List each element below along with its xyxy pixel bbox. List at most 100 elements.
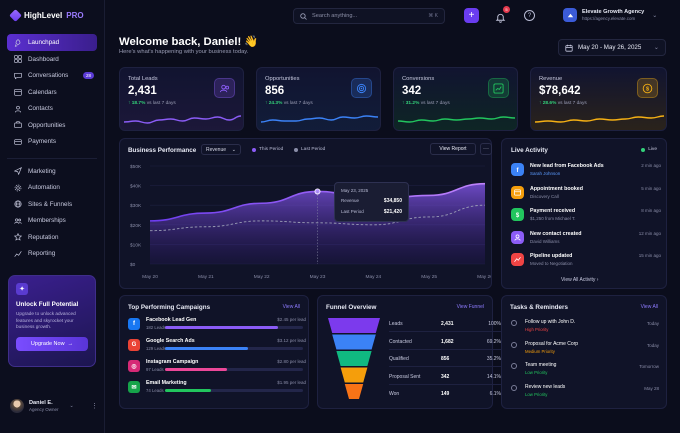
- chevron-down-icon[interactable]: ⌄: [69, 403, 74, 409]
- campaign-row[interactable]: ◎ Instagram Campaign 97 Leads $2.80 per lea…: [128, 357, 306, 375]
- task-due-date: May 28: [644, 385, 659, 391]
- sidebar-item-marketing[interactable]: Marketing: [7, 163, 97, 180]
- more-vertical-icon[interactable]: ⋮: [91, 403, 98, 410]
- brand-tag: PRO: [66, 11, 84, 20]
- sidebar-item-launchpad[interactable]: Launchpad: [7, 34, 97, 51]
- funnel-row: Contacted 1,682 69.2%: [389, 336, 505, 350]
- y-tick-label: $30K: [130, 203, 142, 209]
- campaign-row[interactable]: ✉ Email Marketing 74 Leads $1.95 per lead: [128, 378, 306, 396]
- section-title: Business Performance: [128, 147, 197, 154]
- stat-card-total-leads[interactable]: Total Leads 2,431 ↑ 18.7% vs last 7 days: [119, 67, 244, 131]
- legend-this-period: This Period: [252, 147, 283, 152]
- notifications-button[interactable]: 5: [495, 6, 510, 23]
- sidebar-item-memberships[interactable]: Memberships: [7, 213, 97, 230]
- sidebar-item-automation[interactable]: Automation: [7, 180, 97, 197]
- brand-logo[interactable]: HighLevel PRO: [9, 9, 84, 22]
- sidebar-item-reporting[interactable]: Reporting: [7, 246, 97, 263]
- campaign-name: Instagram Campaign: [146, 359, 199, 365]
- logo-mark-icon: [9, 9, 22, 22]
- task-title: Proposal for Acme Corp: [525, 340, 579, 347]
- star-icon: [14, 233, 22, 241]
- task-checkbox[interactable]: [511, 320, 517, 326]
- view-all-tasks-link[interactable]: View All: [640, 304, 658, 310]
- sidebar-item-contacts[interactable]: Contacts: [7, 101, 97, 118]
- sidebar-item-label: Memberships: [28, 217, 66, 225]
- campaign-cost: $2.80 per lead: [277, 359, 306, 364]
- automation-icon: [14, 184, 22, 192]
- stat-change-percent: ↑ 18.7%: [128, 101, 146, 106]
- view-funnel-link[interactable]: View Funnel: [456, 304, 484, 310]
- help-icon[interactable]: ?: [524, 10, 535, 21]
- task-checkbox[interactable]: [511, 341, 517, 348]
- view-all-activity-link[interactable]: View All Activity ›: [561, 277, 598, 283]
- task-checkbox[interactable]: [511, 363, 517, 369]
- chevron-down-icon: ⌄: [652, 12, 658, 19]
- more-horizontal-icon[interactable]: ···: [480, 143, 492, 155]
- funnel-stage[interactable]: [340, 367, 368, 383]
- stat-card-opportunities[interactable]: Opportunities 856 ↑ 24.3% vs last 7 days: [256, 67, 381, 131]
- sidebar-item-opportunities[interactable]: Opportunities: [7, 117, 97, 134]
- task-item[interactable]: Follow up with John D. High Priority Today: [511, 318, 659, 338]
- sidebar-item-conversations[interactable]: Conversations 28: [7, 68, 97, 85]
- stat-card-revenue[interactable]: Revenue $78,642 ↑ 28.6% vs last 7 days $: [530, 67, 667, 131]
- agency-switcher[interactable]: Elevate Growth Agency https://agency.ele…: [563, 8, 657, 22]
- stat-card-conversions[interactable]: Conversions 342 ↑ 31.2% vs last 7 days: [393, 67, 518, 131]
- upgrade-button[interactable]: Upgrade Now →: [16, 336, 88, 351]
- task-item[interactable]: Review new leads Low Priority May 28: [511, 383, 659, 403]
- funnel-chart: [328, 318, 380, 399]
- pipeline-icon: [511, 253, 524, 266]
- legend-last-period: Last Period: [294, 147, 325, 152]
- activity-item[interactable]: $ Payment received $1,250 from Michael T. 8…: [511, 208, 661, 221]
- task-item[interactable]: Proposal for Acme Corp Medium Priority Tod…: [511, 340, 659, 360]
- add-button[interactable]: +: [464, 8, 479, 23]
- chevron-down-icon: ⌄: [231, 146, 236, 153]
- view-all-label: View All Activity: [561, 277, 596, 283]
- campaign-name: Google Search Ads: [146, 338, 195, 344]
- stat-change: ↑ 24.3% vs last 7 days: [265, 101, 313, 106]
- sidebar-item-calendars[interactable]: Calendars: [7, 84, 97, 101]
- funnel-stage[interactable]: [328, 318, 380, 333]
- user-profile[interactable]: Daniel E. Agency Owner ⌄ ⋮: [10, 399, 98, 413]
- funnel-percent: 35.2%: [486, 356, 501, 362]
- sidebar-item-badge: 28: [82, 72, 94, 80]
- stat-change: ↑ 18.7% vs last 7 days: [128, 101, 176, 106]
- svg-text:$: $: [516, 213, 520, 219]
- view-all-campaigns-link[interactable]: View All: [282, 304, 300, 310]
- upgrade-title: Unlock Full Potential: [16, 301, 79, 308]
- task-checkbox[interactable]: [511, 384, 517, 391]
- metric-select[interactable]: Revenue ⌄: [201, 144, 241, 155]
- campaign-leads: 129 Leads: [146, 346, 167, 351]
- funnel-stage[interactable]: [336, 351, 372, 366]
- task-item[interactable]: Team meeting Low Priority Tomorrow: [511, 361, 659, 381]
- funnel-stage[interactable]: [332, 334, 376, 350]
- live-activity-card: Live Activity Live f New lead from Facebo…: [501, 138, 667, 289]
- campaign-leads: 74 Leads: [146, 388, 164, 393]
- activity-time: 5 min ago: [641, 185, 661, 191]
- data-point[interactable]: [314, 188, 321, 195]
- funnel-value: 1,682: [441, 338, 454, 345]
- date-range-picker[interactable]: May 20 - May 26, 2025 ⌄: [558, 39, 666, 56]
- sidebar-item-payments[interactable]: Payments: [7, 134, 97, 151]
- sparkline: [124, 115, 241, 124]
- sidebar-item-sites-funnels[interactable]: Sites & Funnels: [7, 196, 97, 213]
- activity-subtitle: $1,250 from Michael T.: [530, 216, 576, 221]
- campaign-row[interactable]: f Facebook Lead Gen 182 Leads $2.45 per lea…: [128, 315, 306, 333]
- sidebar-item-reputation[interactable]: Reputation: [7, 229, 97, 246]
- search-input[interactable]: Search anything... ⌘ K: [293, 8, 445, 24]
- activity-item[interactable]: Pipeline updated Moved to Negotiation 15 m…: [511, 253, 661, 266]
- funnel-label: Won: [389, 391, 400, 397]
- agency-name: Elevate Growth Agency: [582, 9, 645, 15]
- activity-item[interactable]: f New lead from Facebook Ads Sarah Johnson…: [511, 163, 661, 176]
- view-report-button[interactable]: View Report: [430, 143, 476, 155]
- campaign-row[interactable]: G Google Search Ads 129 Leads $3.12 per lea…: [128, 336, 306, 354]
- activity-item[interactable]: New contact created David Williams 12 min …: [511, 230, 661, 244]
- task-priority: Medium Priority: [525, 348, 555, 354]
- activity-item[interactable]: Appointment booked Discovery Call 5 min ag…: [511, 185, 661, 199]
- funnel-stage[interactable]: [344, 384, 364, 399]
- campaign-progress-bar: [165, 368, 303, 371]
- nav-primary: Launchpad Dashboard Conversations 28 Calenda…: [7, 34, 97, 150]
- sidebar-item-dashboard[interactable]: Dashboard: [7, 51, 97, 68]
- funnel-percent: 6.1%: [489, 391, 501, 397]
- y-tick-label: $0: [130, 262, 136, 268]
- rocket-icon: [14, 38, 22, 47]
